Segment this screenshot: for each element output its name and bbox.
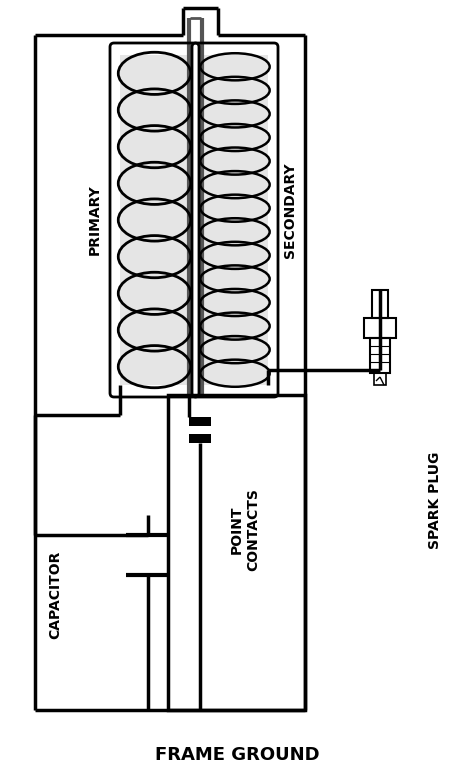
Bar <box>364 318 396 338</box>
Text: CAPACITOR: CAPACITOR <box>48 551 62 640</box>
Text: SECONDARY: SECONDARY <box>283 162 297 258</box>
Bar <box>120 55 189 385</box>
Bar <box>372 290 388 318</box>
Text: FRAME GROUND: FRAME GROUND <box>155 746 319 764</box>
Text: SPARK PLUG: SPARK PLUG <box>428 451 442 548</box>
Bar <box>370 338 390 373</box>
Bar <box>189 417 211 426</box>
Text: PRIMARY: PRIMARY <box>88 185 102 256</box>
Bar <box>202 55 268 385</box>
Bar <box>168 395 305 710</box>
Text: POINT
CONTACTS: POINT CONTACTS <box>230 488 260 572</box>
Bar <box>374 373 386 385</box>
Bar <box>189 434 211 443</box>
